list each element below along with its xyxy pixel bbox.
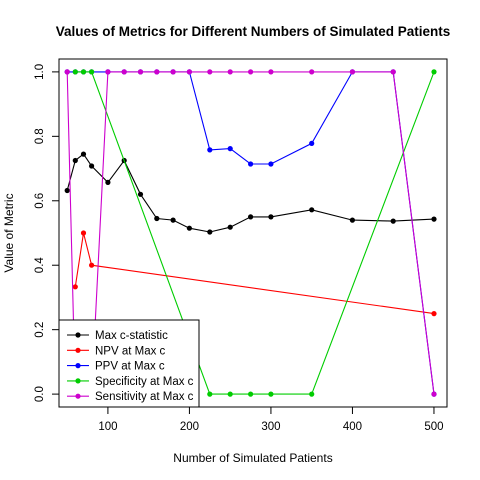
data-point <box>207 391 213 397</box>
legend-label: PPV at Max c <box>95 361 165 373</box>
legend-swatch-point <box>75 363 81 369</box>
data-point <box>89 163 95 169</box>
legend-item: NPV at Max c <box>67 345 166 357</box>
legend-label: Max c-statistic <box>95 330 168 342</box>
data-point <box>207 147 213 153</box>
legend-item: Sensitivity at Max c <box>67 391 194 403</box>
legend-item: Specificity at Max c <box>67 376 194 388</box>
data-point <box>309 391 315 397</box>
data-point <box>80 230 87 236</box>
legend-swatch-point <box>75 332 81 338</box>
data-point <box>80 69 87 75</box>
plot-frame <box>58 58 448 408</box>
data-point <box>207 69 213 75</box>
legend-swatch-point <box>75 393 81 399</box>
legend-item: PPV at Max c <box>67 361 165 373</box>
data-point <box>431 391 437 397</box>
x-tick-label: 100 <box>98 421 117 433</box>
series-0 <box>64 151 437 235</box>
series-line <box>74 232 435 315</box>
x-axis-label: Number of Simulated Patients <box>173 451 332 465</box>
x-tick-label: 500 <box>424 421 443 433</box>
data-point <box>105 69 111 75</box>
y-tick-label: 0.4 <box>34 257 46 274</box>
data-point <box>227 391 233 397</box>
y-tick-label: 0.6 <box>34 193 46 209</box>
x-axis: 100 200 300 400 500 <box>98 407 444 433</box>
legend-item: Max c-statistic <box>67 330 168 342</box>
data-point <box>72 157 78 164</box>
data-point <box>248 391 254 397</box>
data-point <box>268 161 274 167</box>
data-point <box>390 69 396 75</box>
legend-swatch-point <box>75 378 81 384</box>
data-point <box>72 284 78 290</box>
data-point <box>309 140 315 146</box>
data-point <box>121 69 127 75</box>
x-tick-label: 300 <box>261 421 280 433</box>
x-tick-label: 400 <box>343 421 362 433</box>
data-point <box>186 69 192 75</box>
legend-label: Specificity at Max c <box>95 376 194 388</box>
data-point <box>64 187 70 194</box>
data-point <box>268 391 274 397</box>
y-axis: 0.0 0.2 0.4 0.6 0.8 1.0 <box>34 64 59 402</box>
data-point <box>170 69 176 75</box>
series-1 <box>72 230 437 317</box>
data-point <box>89 69 95 75</box>
data-point <box>227 69 233 75</box>
data-point <box>89 262 95 268</box>
y-tick-label: 1.0 <box>34 64 46 80</box>
y-tick-label: 0.8 <box>34 128 46 144</box>
data-point <box>154 215 160 222</box>
data-point <box>137 191 144 197</box>
legend-swatch-point <box>75 347 81 353</box>
y-tick-label: 0.0 <box>34 386 46 402</box>
data-point <box>309 207 315 213</box>
data-point <box>349 69 355 75</box>
x-tick-label: 200 <box>180 421 199 433</box>
data-point <box>349 217 355 223</box>
series-3 <box>72 69 437 397</box>
data-point <box>431 311 437 317</box>
data-point <box>227 224 233 230</box>
data-point <box>268 214 274 220</box>
legend-label: NPV at Max c <box>95 345 166 357</box>
y-axis-label: Value of Metric <box>2 193 16 272</box>
data-point <box>64 69 70 75</box>
plot-area <box>64 69 437 397</box>
data-point <box>170 217 176 223</box>
data-point <box>207 229 213 235</box>
chart-title: Values of Metrics for Different Numbers … <box>56 24 451 39</box>
legend: Max c-statistic NPV at Max c PPV at Max c S… <box>58 319 200 408</box>
data-point <box>248 69 254 75</box>
data-point <box>186 225 192 231</box>
data-point <box>390 218 396 224</box>
data-point <box>248 161 254 167</box>
y-tick-label: 0.2 <box>34 322 46 338</box>
data-point <box>431 216 437 222</box>
data-point <box>227 146 233 152</box>
data-point <box>309 69 315 75</box>
data-point <box>268 69 274 75</box>
data-point <box>248 214 254 220</box>
data-point <box>431 69 437 75</box>
data-point <box>105 179 111 185</box>
data-point <box>80 151 87 157</box>
data-point <box>137 69 144 75</box>
data-point <box>72 69 78 75</box>
data-point <box>154 69 160 75</box>
legend-label: Sensitivity at Max c <box>95 391 194 403</box>
